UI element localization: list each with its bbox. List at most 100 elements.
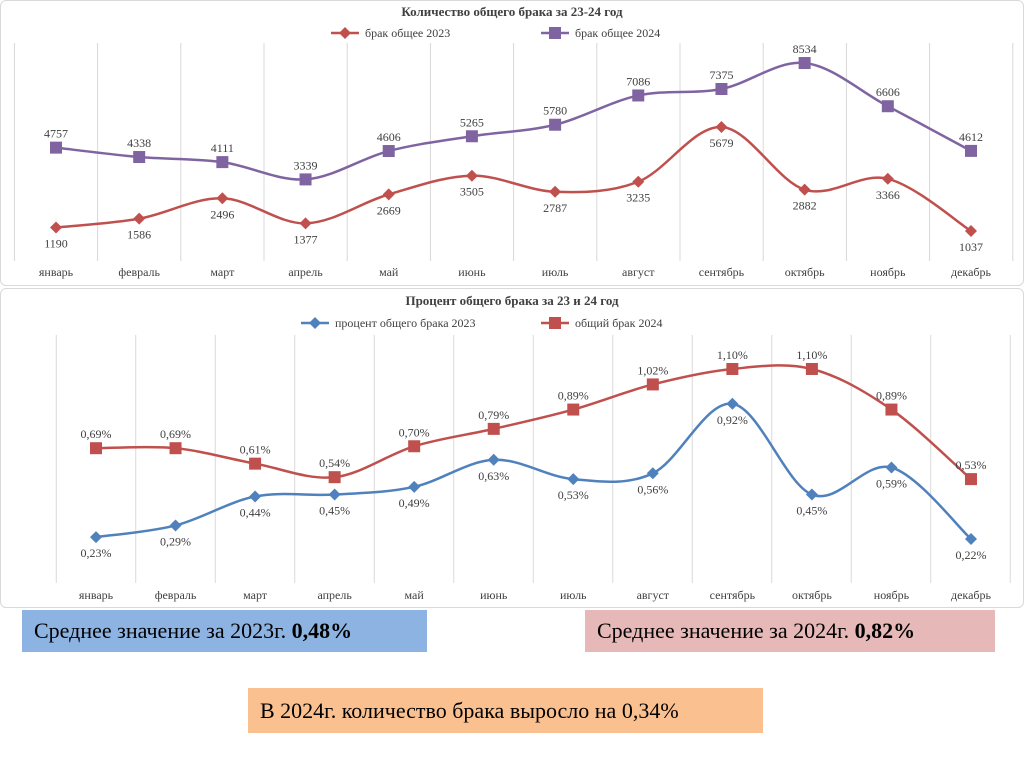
- data-label: 5780: [543, 104, 567, 118]
- legend-label: брак общее 2023: [365, 26, 450, 40]
- category-label: июль: [560, 588, 587, 602]
- category-label: ноябрь: [870, 265, 906, 279]
- data-label: 4338: [127, 136, 151, 150]
- category-label: апрель: [288, 265, 323, 279]
- data-point: [249, 457, 262, 470]
- category-label: октябрь: [785, 265, 825, 279]
- average-2023-box: Среднее значение за 2023г. 0,48%: [22, 610, 427, 652]
- data-point: [408, 480, 421, 493]
- data-label: 0,89%: [876, 389, 907, 403]
- data-label: 1,10%: [717, 348, 748, 362]
- data-label: 3339: [294, 158, 318, 172]
- data-label: 0,49%: [399, 496, 430, 510]
- data-label: 3235: [626, 191, 650, 205]
- legend-marker: [549, 317, 561, 329]
- chart-title: Процент общего брака за 23 и 24 год: [405, 293, 618, 308]
- data-label: 0,79%: [478, 408, 509, 422]
- legend-marker: [339, 27, 351, 39]
- data-point: [965, 532, 977, 545]
- legend-label: общий брак 2024: [575, 316, 662, 330]
- data-point: [299, 217, 312, 230]
- data-point: [133, 151, 146, 164]
- data-point: [549, 118, 562, 131]
- data-label: 0,70%: [399, 425, 430, 439]
- category-label: май: [379, 265, 399, 279]
- data-point: [90, 531, 102, 544]
- data-point: [805, 488, 818, 501]
- data-point: [299, 173, 312, 186]
- data-point: [567, 403, 580, 416]
- data-point: [169, 519, 182, 532]
- category-label: март: [210, 265, 235, 279]
- average-2023-value: 0,48%: [291, 618, 353, 643]
- data-point: [382, 145, 395, 158]
- category-label: август: [637, 588, 670, 602]
- data-label: 0,56%: [637, 482, 668, 496]
- data-point: [965, 224, 977, 237]
- data-label: 2882: [793, 199, 817, 213]
- data-point: [646, 378, 659, 391]
- data-label: 0,44%: [240, 505, 271, 519]
- average-2023-label: Среднее значение за 2023г.: [34, 618, 292, 643]
- data-point: [881, 172, 894, 185]
- average-2024-value: 0,82%: [854, 618, 916, 643]
- data-point: [885, 461, 898, 474]
- category-label: март: [243, 588, 268, 602]
- chart-defect-percent-svg: Процент общего брака за 23 и 24 год проце…: [55, 293, 1011, 602]
- average-2024-label: Среднее значение за 2024г.: [597, 618, 855, 643]
- data-point: [965, 144, 977, 157]
- data-label: 0,59%: [876, 477, 907, 491]
- data-point: [50, 221, 62, 234]
- data-label: 0,53%: [956, 458, 987, 472]
- data-label: 0,23%: [81, 546, 112, 560]
- data-label: 5265: [460, 115, 484, 129]
- category-label: сентябрь: [699, 265, 745, 279]
- data-label: 8534: [793, 42, 817, 56]
- data-point: [726, 397, 739, 410]
- data-label: 2496: [210, 207, 234, 221]
- category-label: январь: [39, 265, 74, 279]
- data-label: 3505: [460, 185, 484, 199]
- category-label: февраль: [155, 588, 197, 602]
- data-point: [715, 83, 728, 95]
- data-point: [965, 473, 977, 486]
- data-label: 0,54%: [319, 456, 350, 470]
- series-line: [55, 61, 972, 181]
- data-label: 0,45%: [319, 504, 350, 518]
- data-label: 4606: [377, 130, 401, 144]
- category-label: октябрь: [792, 588, 832, 602]
- data-point: [881, 100, 894, 113]
- data-label: 4111: [211, 141, 234, 155]
- data-label: 0,29%: [160, 534, 191, 548]
- data-label: 6606: [876, 85, 900, 99]
- data-point: [465, 130, 478, 143]
- average-2024-box: Среднее значение за 2024г. 0,82%: [585, 610, 995, 652]
- data-point: [632, 175, 645, 188]
- data-label: 1,10%: [796, 348, 827, 362]
- data-label: 4757: [44, 127, 68, 141]
- data-point: [328, 471, 341, 484]
- category-label: июнь: [458, 265, 486, 279]
- data-point: [169, 442, 182, 455]
- data-label: 3366: [876, 188, 900, 202]
- category-label: июнь: [480, 588, 508, 602]
- data-point: [646, 467, 659, 480]
- growth-text: В 2024г. количество брака выросло на 0,3…: [260, 698, 679, 723]
- data-label: 1190: [44, 237, 68, 251]
- chart-defect-percent: Процент общего брака за 23 и 24 год проце…: [0, 288, 1024, 608]
- legend-marker: [549, 27, 561, 39]
- data-label: 0,45%: [796, 504, 827, 518]
- category-label: декабрь: [951, 265, 992, 279]
- data-label: 0,53%: [558, 488, 589, 502]
- data-label: 2787: [543, 201, 567, 215]
- data-label: 0,63%: [478, 469, 509, 483]
- data-label: 1377: [294, 232, 318, 246]
- data-point: [90, 442, 102, 455]
- data-label: 0,92%: [717, 413, 748, 427]
- data-point: [328, 488, 341, 501]
- chart-defect-count: Количество общего брака за 23-24 год брак…: [0, 0, 1024, 286]
- category-label: апрель: [317, 588, 352, 602]
- data-label: 7086: [626, 74, 650, 88]
- data-point: [885, 403, 898, 416]
- data-label: 1,02%: [637, 363, 668, 377]
